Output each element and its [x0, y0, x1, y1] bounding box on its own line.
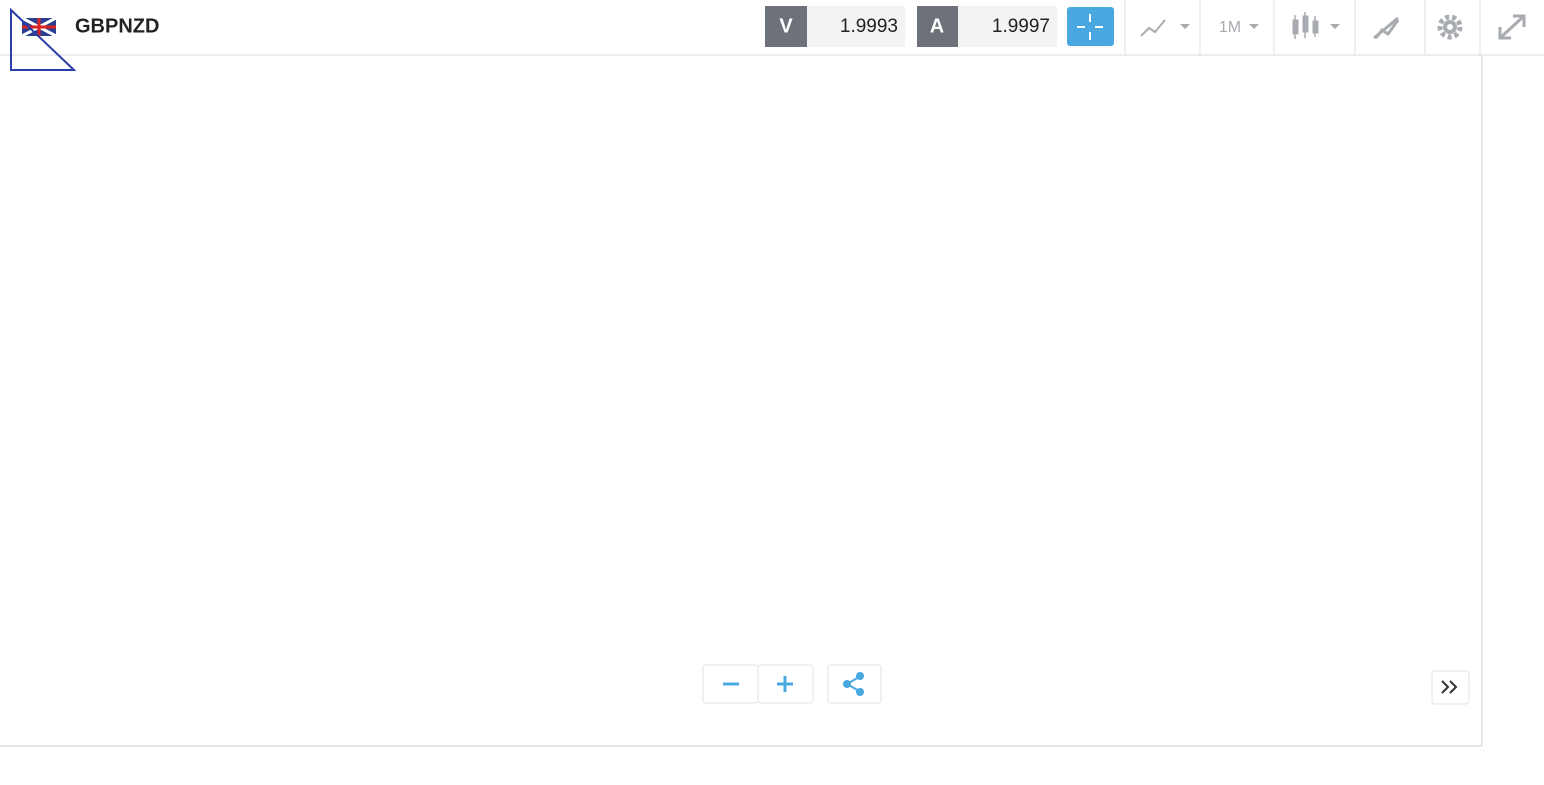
bid-button[interactable] [765, 6, 807, 47]
bid-price: 1.9993 [840, 16, 898, 37]
ask-button[interactable] [917, 6, 958, 47]
crosshair-button[interactable] [1067, 7, 1114, 46]
flag-icon [10, 7, 77, 71]
bid-label: V [779, 15, 793, 37]
bid-box [807, 6, 905, 47]
period-button[interactable]: 1M [1219, 19, 1241, 36]
settings-button[interactable] [1437, 14, 1463, 40]
symbol: GBPNZD [75, 15, 159, 37]
scroll-right-button[interactable] [1431, 670, 1470, 705]
ask-price: 1.9997 [992, 16, 1050, 37]
draw-button[interactable] [1373, 16, 1400, 40]
chart-type-button[interactable] [1140, 19, 1190, 37]
candle-type-button[interactable] [1292, 12, 1340, 39]
period-caret [1249, 24, 1259, 29]
zoom-in-button[interactable] [757, 664, 814, 704]
ask-box [958, 6, 1057, 47]
toolbar-separators [1124, 0, 1481, 55]
share-button[interactable] [827, 664, 882, 704]
ask-label: A [930, 15, 944, 37]
zoom-out-button[interactable] [702, 664, 759, 704]
fullscreen-button[interactable] [1498, 14, 1526, 40]
